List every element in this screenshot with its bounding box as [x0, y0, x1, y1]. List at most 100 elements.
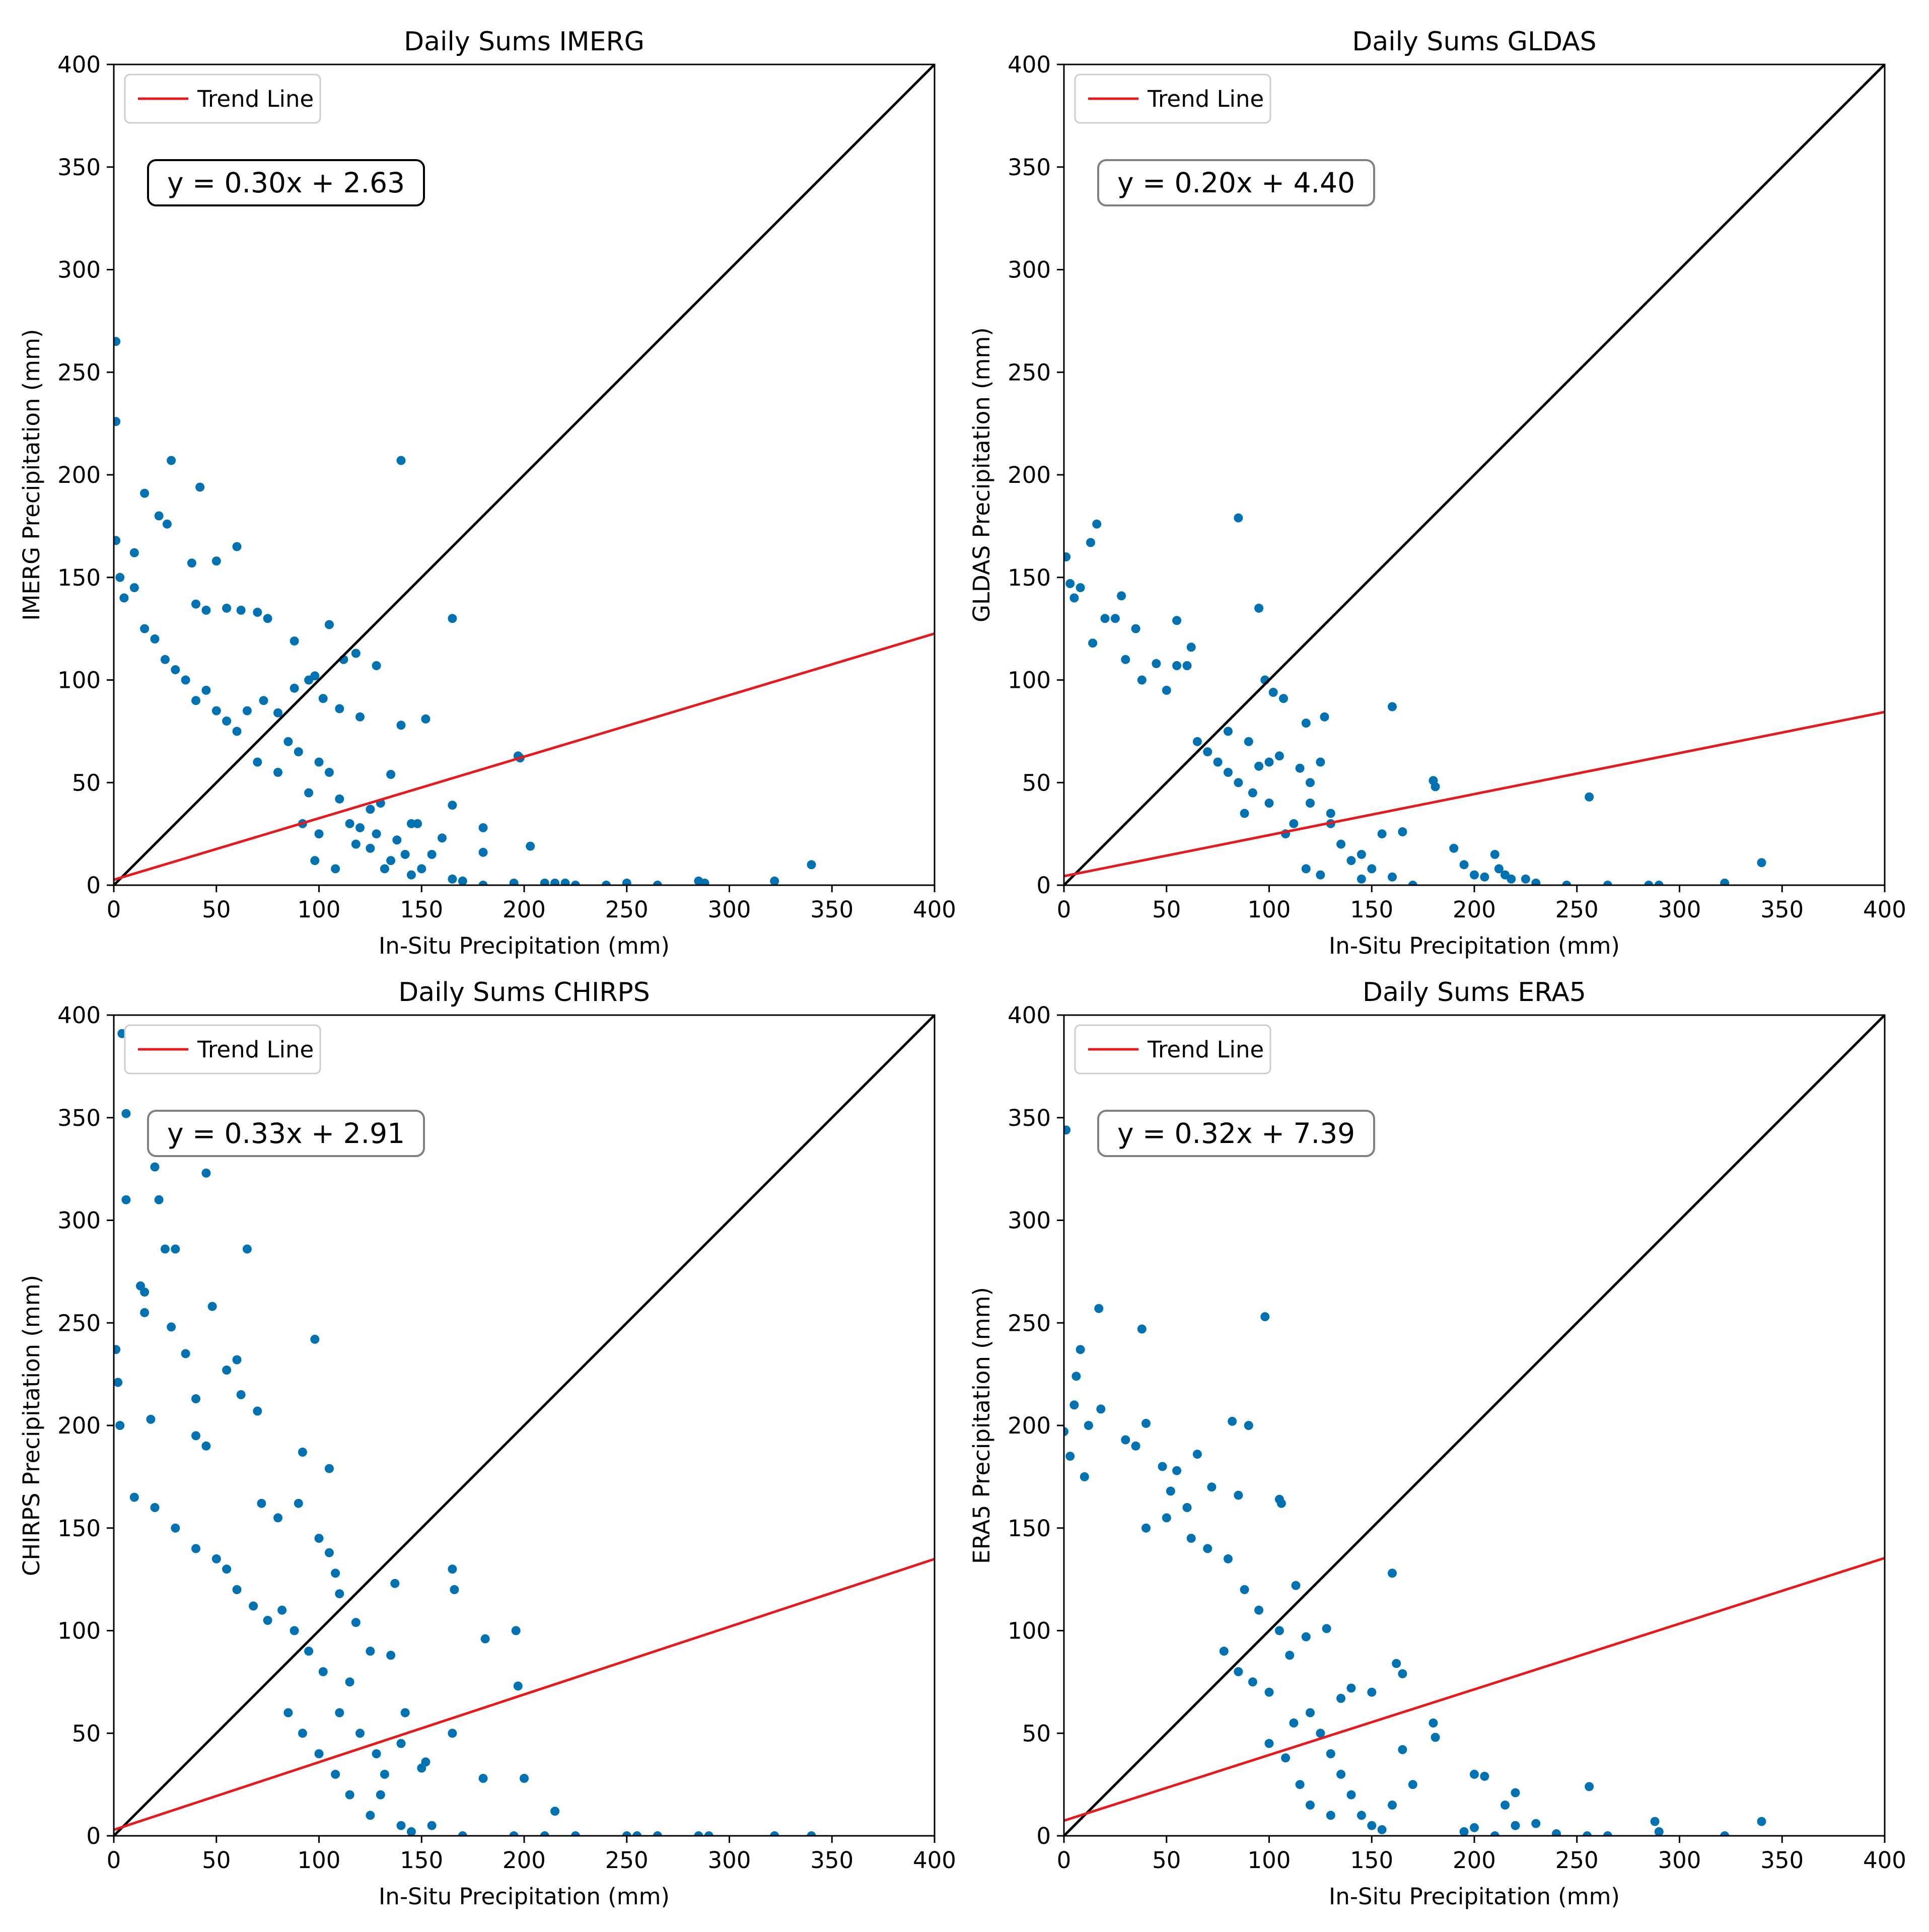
scatter-point: [1276, 1498, 1286, 1508]
x-tick-label: 350: [1760, 896, 1804, 923]
scatter-point: [191, 696, 200, 705]
y-tick-label: 350: [57, 1105, 101, 1131]
x-tick-label: 150: [1350, 896, 1393, 923]
scatter-point: [390, 1579, 400, 1588]
scatter-point: [345, 819, 354, 828]
y-tick-label: 50: [72, 769, 101, 796]
scatter-point: [294, 747, 303, 757]
scatter-point: [570, 1831, 580, 1836]
scatter-point: [1182, 661, 1192, 670]
scatter-point: [653, 881, 662, 885]
y-tick-label: 0: [1036, 872, 1051, 899]
x-tick-label: 150: [1350, 1847, 1393, 1874]
scatter-point: [1092, 519, 1102, 529]
scatter-point: [694, 1831, 703, 1836]
scatter-point: [1137, 675, 1147, 685]
scatter-point: [1186, 642, 1196, 652]
scatter-point: [480, 1634, 490, 1643]
scatter-point: [1207, 1482, 1217, 1492]
scatter-point: [115, 573, 125, 582]
y-tick-label: 250: [57, 359, 101, 386]
scatter-point: [1377, 829, 1387, 839]
scatter-point: [242, 706, 252, 715]
scatter-point: [253, 608, 262, 617]
equation-annotation: y = 0.20x + 4.40: [1097, 159, 1375, 206]
scatter-point: [1295, 1780, 1305, 1790]
scatter-point: [1186, 1534, 1196, 1543]
scatter-point: [1172, 661, 1182, 670]
x-tick-label: 50: [1152, 1847, 1181, 1874]
equation-box: [1097, 159, 1375, 206]
scatter-point: [1531, 878, 1541, 885]
scatter-point: [331, 1769, 340, 1779]
scatter-point: [335, 1708, 344, 1718]
scatter-point: [458, 876, 467, 885]
scatter-point: [1086, 538, 1095, 547]
x-tick-label: 250: [1555, 896, 1599, 923]
scatter-point: [335, 794, 344, 804]
scatter-point: [232, 542, 242, 551]
scatter-point: [1289, 819, 1299, 828]
scatter-point: [294, 1498, 303, 1508]
x-tick-label: 50: [202, 896, 231, 923]
x-tick-label: 300: [1658, 1847, 1701, 1874]
scatter-point: [253, 1406, 262, 1416]
y-tick-label: 400: [1008, 51, 1051, 78]
scatter-point: [1583, 1831, 1592, 1836]
y-tick-label: 100: [57, 1618, 101, 1644]
y-tick-label: 200: [1008, 1412, 1051, 1439]
x-tick-label: 50: [202, 1847, 231, 1874]
scatter-series: [1064, 1125, 1766, 1836]
equation-text: y = 0.30x + 2.63: [167, 167, 405, 199]
scatter-point: [257, 1498, 266, 1508]
scatter-point: [324, 767, 334, 777]
scatter-point: [400, 1708, 410, 1718]
scatter-point: [372, 829, 381, 839]
scatter-point: [1224, 727, 1233, 736]
scatter-point: [550, 1807, 560, 1816]
scatter-point: [324, 620, 334, 629]
scatter-point: [380, 864, 389, 874]
scatter-point: [511, 1626, 521, 1635]
scatter-point: [1428, 1718, 1438, 1728]
x-tick-label: 200: [1453, 1847, 1496, 1874]
scatter-point: [201, 605, 211, 615]
x-tick-label: 300: [1658, 896, 1701, 923]
scatter-point: [704, 1831, 713, 1836]
scatter-point: [283, 1708, 293, 1718]
scatter-point: [413, 819, 422, 828]
equation-text: y = 0.32x + 7.39: [1117, 1117, 1355, 1150]
legend-label: Trend Line: [197, 86, 314, 112]
scatter-point: [1377, 1825, 1387, 1834]
scatter-point: [1301, 1632, 1311, 1641]
scatter-point: [222, 603, 232, 613]
scatter-point: [1268, 688, 1278, 697]
scatter-point: [392, 835, 402, 845]
x-tick-label: 100: [1248, 896, 1291, 923]
scatter-point: [1291, 1581, 1301, 1590]
scatter-point: [1326, 1749, 1335, 1758]
scatter-point: [1064, 1427, 1068, 1437]
x-tick-label: 0: [1057, 896, 1071, 923]
scatter-point: [211, 706, 221, 715]
x-tick-label: 350: [810, 1847, 853, 1874]
y-tick-label: 200: [1008, 462, 1051, 488]
scatter-point: [653, 1831, 662, 1836]
y-tick-label: 0: [86, 1823, 101, 1849]
scatter-point: [304, 1647, 314, 1656]
scatter-point: [351, 839, 361, 849]
scatter-point: [201, 1168, 211, 1178]
y-axis-label: ERA5 Precipitation (mm): [968, 1287, 995, 1564]
scatter-point: [121, 1195, 131, 1204]
scatter-point: [263, 1616, 272, 1625]
scatter-point: [140, 1308, 150, 1317]
scatter-point: [1507, 874, 1516, 884]
legend: Trend Line: [1074, 1024, 1271, 1075]
equation-text: y = 0.20x + 4.40: [1117, 167, 1355, 199]
scatter-point: [324, 1464, 334, 1473]
scatter-point: [1141, 1418, 1151, 1428]
scatter-point: [1117, 591, 1126, 601]
scatter-point: [1398, 1669, 1407, 1679]
scatter-point: [1654, 1827, 1664, 1836]
scatter-point: [355, 712, 365, 722]
